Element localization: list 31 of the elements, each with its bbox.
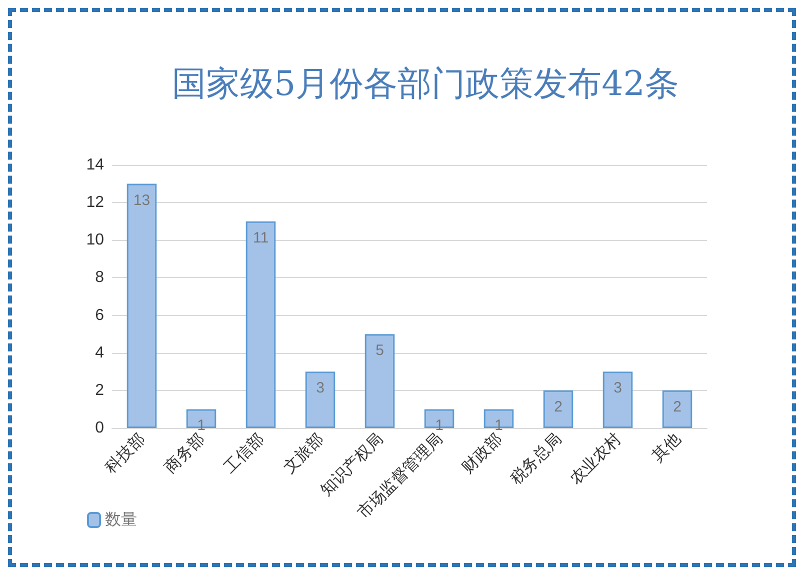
bar: [305, 372, 336, 428]
y-tick-label: 10: [86, 232, 104, 249]
y-tick-label: 14: [86, 156, 104, 174]
x-tick-label: 商务部: [160, 429, 208, 477]
y-tick-label: 8: [95, 269, 104, 286]
y-tick-label: 2: [95, 382, 104, 399]
x-tick-label: 其他: [648, 429, 684, 466]
bar: [602, 372, 633, 428]
bar: [662, 390, 692, 428]
x-tick-label: 财政部: [458, 429, 506, 477]
y-tick-label: 12: [86, 194, 104, 212]
data-label: 13: [133, 192, 150, 209]
chart-title: 国家级5月份各部门政策发布42条: [172, 64, 679, 104]
bar: [246, 221, 276, 428]
data-label: 3: [316, 380, 324, 397]
data-label: 2: [554, 398, 562, 416]
bar: [364, 334, 395, 428]
bar: [126, 184, 157, 428]
legend-label: 数量: [105, 512, 137, 528]
y-tick-label: 0: [95, 420, 104, 436]
x-tick-label: 文旅部: [280, 429, 327, 477]
data-label: 11: [252, 229, 269, 246]
data-label: 3: [614, 380, 622, 397]
bar: [543, 390, 574, 428]
data-label: 2: [673, 398, 682, 416]
x-tick-label: 工信部: [220, 429, 268, 477]
data-label: 5: [376, 342, 384, 360]
y-tick-label: 4: [95, 344, 104, 362]
y-tick-label: 6: [95, 306, 104, 324]
x-tick-label: 农业农村: [566, 429, 624, 488]
x-tick-label: 税务总局: [506, 429, 565, 488]
